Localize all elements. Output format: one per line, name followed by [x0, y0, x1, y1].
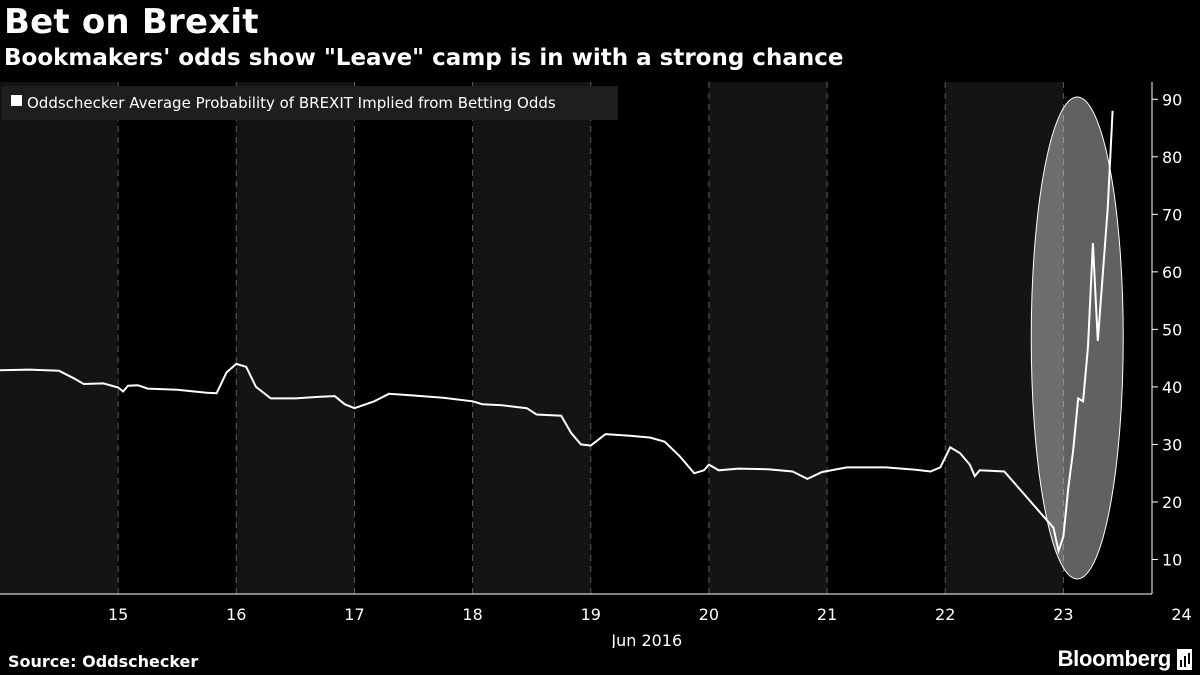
x-tick-label: 20: [699, 605, 719, 624]
x-tick-label: 15: [108, 605, 128, 624]
highlight-ellipse: [1030, 96, 1124, 580]
series-line: [0, 110, 1114, 555]
legend-background: [2, 86, 618, 120]
y-tick-label: 10: [1162, 550, 1182, 569]
y-tick-label: 70: [1162, 205, 1182, 224]
y-tick-label: 90: [1162, 90, 1182, 109]
day-band: [945, 82, 1064, 594]
chart-subtitle: Bookmakers' odds show "Leave" camp is in…: [4, 45, 844, 71]
day-bands: [0, 82, 1064, 594]
chart-area: 10 20 30 40 50 60 70 80 90 15 16 17 18 19 20 21 22 23 24 …: [0, 82, 1200, 648]
x-tick-label: 16: [226, 605, 246, 624]
y-tick-label: 80: [1162, 148, 1182, 167]
series-layer: [0, 110, 1114, 555]
x-tick-label: 24: [1171, 605, 1191, 624]
x-axis-title: Jun 2016: [610, 631, 682, 648]
x-tick-label: 22: [935, 605, 955, 624]
brand-name: Bloomberg: [1057, 646, 1172, 671]
y-tick-label: 40: [1162, 378, 1182, 397]
chart-title: Bet on Brexit: [4, 2, 259, 42]
chart-axes: [0, 82, 1153, 595]
day-band: [472, 82, 591, 594]
y-tick-label: 60: [1162, 263, 1182, 282]
y-tick-label: 50: [1162, 320, 1182, 339]
x-tick-label: 23: [1053, 605, 1073, 624]
y-tick-label: 20: [1162, 493, 1182, 512]
legend-swatch: [11, 95, 22, 106]
x-tick-label: 17: [344, 605, 364, 624]
x-tick-label: 21: [817, 605, 837, 624]
legend-label: Oddschecker Average Probability of BREXI…: [27, 94, 556, 112]
day-band: [0, 82, 119, 594]
brand-logo: Bloomberg: [1058, 646, 1192, 672]
legend: Oddschecker Average Probability of BREXI…: [2, 86, 618, 120]
x-tick-labels: 15 16 17 18 19 20 21 22 23 24: [108, 605, 1192, 624]
annotation-layer: [1030, 96, 1124, 580]
x-tick-label: 18: [462, 605, 482, 624]
y-tick-label: 30: [1162, 435, 1182, 454]
bloomberg-chart-icon: [1177, 648, 1192, 670]
source-note: Source: Oddschecker: [8, 652, 199, 671]
day-band: [236, 82, 355, 594]
day-gridlines: [117, 82, 1064, 594]
x-tick-label: 19: [581, 605, 601, 624]
day-band: [708, 82, 828, 594]
y-tick-labels: 10 20 30 40 50 60 70 80 90: [1152, 90, 1182, 569]
